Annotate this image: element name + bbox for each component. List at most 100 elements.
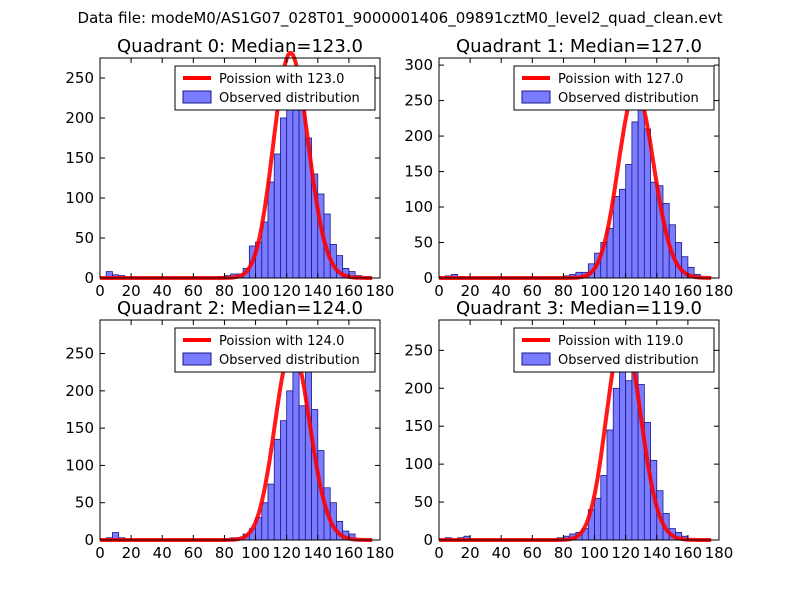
quadrant-3-bar	[625, 380, 633, 541]
quadrant-3-bar	[606, 429, 614, 541]
legend-poisson-label: Poission with 119.0	[558, 334, 683, 349]
y-tick-label: 250	[65, 345, 94, 363]
quadrant-1-title: Quadrant 1: Median=127.0	[456, 36, 702, 57]
legend-observed-label: Observed distribution	[219, 353, 360, 368]
x-tick-label: 140	[642, 544, 671, 562]
quadrant-2-bar	[292, 364, 300, 541]
x-tick-label: 180	[366, 282, 395, 300]
quadrant-2-bar	[267, 483, 275, 541]
legend-bar-swatch	[182, 90, 212, 104]
x-tick-label: 100	[580, 544, 609, 562]
y-tick-label: 50	[75, 494, 94, 512]
quadrant-2-axes	[99, 319, 381, 541]
x-tick-label: 60	[184, 282, 203, 300]
legend-observed-label: Observed distribution	[219, 91, 360, 106]
quadrant-2-panel: Quadrant 2: Median=124.00 20 40 60 80 100 120 1…	[65, 298, 394, 562]
x-tick-label: 160	[674, 544, 703, 562]
quadrant-1-axes	[438, 57, 720, 279]
x-tick-label: 120	[272, 544, 301, 562]
x-tick-label: 0	[95, 282, 105, 300]
legend-poisson-label: Poission with 124.0	[219, 334, 344, 349]
x-tick-label: 60	[523, 544, 542, 562]
y-tick-label: 0	[423, 269, 433, 287]
x-tick-label: 100	[241, 544, 270, 562]
legend-observed-label: Observed distribution	[558, 91, 699, 106]
quadrant-2-title: Quadrant 2: Median=124.0	[117, 298, 363, 319]
quadrant-0-bar	[273, 153, 281, 279]
quadrant-1-poisson-line	[439, 87, 712, 280]
quadrant-0-panel: Quadrant 0: Median=123.00 20 40 60 80 100 120 1…	[65, 36, 394, 300]
legend-observed-label: Observed distribution	[558, 353, 699, 368]
y-tick-label: 200	[65, 382, 94, 400]
x-tick-label: 0	[434, 544, 444, 562]
x-tick-label: 20	[122, 282, 141, 300]
legend-poisson-label: Poission with 127.0	[558, 72, 683, 87]
x-tick-label: 180	[366, 544, 395, 562]
y-tick-label: 300	[404, 56, 433, 74]
legend-bar-swatch	[182, 352, 212, 366]
quadrant-0-bar	[267, 181, 275, 279]
quadrant-1-bar	[612, 195, 620, 279]
y-tick-label: 150	[404, 417, 433, 435]
x-tick-label: 60	[184, 544, 203, 562]
y-tick-label: 100	[65, 456, 94, 474]
x-tick-label: 160	[335, 544, 364, 562]
y-tick-label: 250	[65, 69, 94, 87]
x-tick-label: 180	[705, 282, 734, 300]
x-tick-label: 80	[215, 544, 234, 562]
y-tick-label: 250	[404, 92, 433, 110]
quadrant-0-bar	[286, 105, 294, 279]
quadrant-2-bar	[261, 502, 269, 541]
legend-bar-swatch	[521, 90, 551, 104]
quadrant-3-bar	[594, 497, 602, 541]
y-tick-label: 50	[414, 234, 433, 252]
legend-bar-swatch	[521, 352, 551, 366]
quadrant-2-bar	[280, 420, 288, 541]
y-tick-label: 50	[414, 493, 433, 511]
x-tick-label: 100	[241, 282, 270, 300]
y-tick-label: 100	[404, 455, 433, 473]
x-tick-label: 160	[674, 282, 703, 300]
y-tick-label: 200	[404, 127, 433, 145]
x-tick-label: 100	[580, 282, 609, 300]
quadrant-3-title: Quadrant 3: Median=119.0	[456, 298, 702, 319]
quadrant-1-bar	[619, 188, 627, 279]
quadrant-1-panel: Quadrant 1: Median=127.00 20 40 60 80 100 120 1…	[404, 36, 733, 300]
y-tick-label: 150	[404, 163, 433, 181]
x-tick-label: 40	[153, 544, 172, 562]
x-tick-label: 80	[554, 282, 573, 300]
x-tick-label: 160	[335, 282, 364, 300]
quadrant-3-bar	[619, 365, 627, 541]
x-tick-label: 20	[461, 282, 480, 300]
y-tick-label: 200	[404, 379, 433, 397]
quadrant-1-bar	[625, 164, 633, 279]
x-tick-label: 120	[272, 282, 301, 300]
x-tick-label: 40	[153, 282, 172, 300]
y-tick-label: 200	[65, 109, 94, 127]
x-tick-label: 20	[461, 544, 480, 562]
x-tick-label: 120	[611, 282, 640, 300]
y-tick-label: 100	[65, 189, 94, 207]
x-tick-label: 140	[642, 282, 671, 300]
quadrant-0-bar	[280, 117, 288, 279]
quadrant-2-legend: Poission with 124.0 Observed distribution	[174, 327, 376, 373]
x-tick-label: 140	[303, 544, 332, 562]
y-tick-label: 100	[404, 198, 433, 216]
x-tick-label: 60	[523, 282, 542, 300]
quadrant-2-bar	[273, 438, 281, 541]
quadrant-3-legend: Poission with 119.0 Observed distribution	[513, 327, 715, 373]
x-tick-label: 120	[611, 544, 640, 562]
quadrant-2-bar	[286, 390, 294, 541]
y-tick-label: 0	[84, 269, 94, 287]
figure-title: Data file: modeM0/AS1G07_028T01_90000014…	[78, 9, 723, 28]
quadrant-0-axes	[99, 57, 381, 279]
quadrant-0-title: Quadrant 0: Median=123.0	[117, 36, 363, 57]
quadrant-3-axes	[438, 319, 720, 541]
x-tick-label: 0	[434, 282, 444, 300]
quadrant-2-bar	[298, 405, 306, 541]
quadrant-3-bar	[600, 475, 608, 541]
x-tick-label: 140	[303, 282, 332, 300]
x-tick-label: 80	[215, 282, 234, 300]
quadrant-1-bar	[631, 121, 639, 279]
x-tick-label: 80	[554, 544, 573, 562]
